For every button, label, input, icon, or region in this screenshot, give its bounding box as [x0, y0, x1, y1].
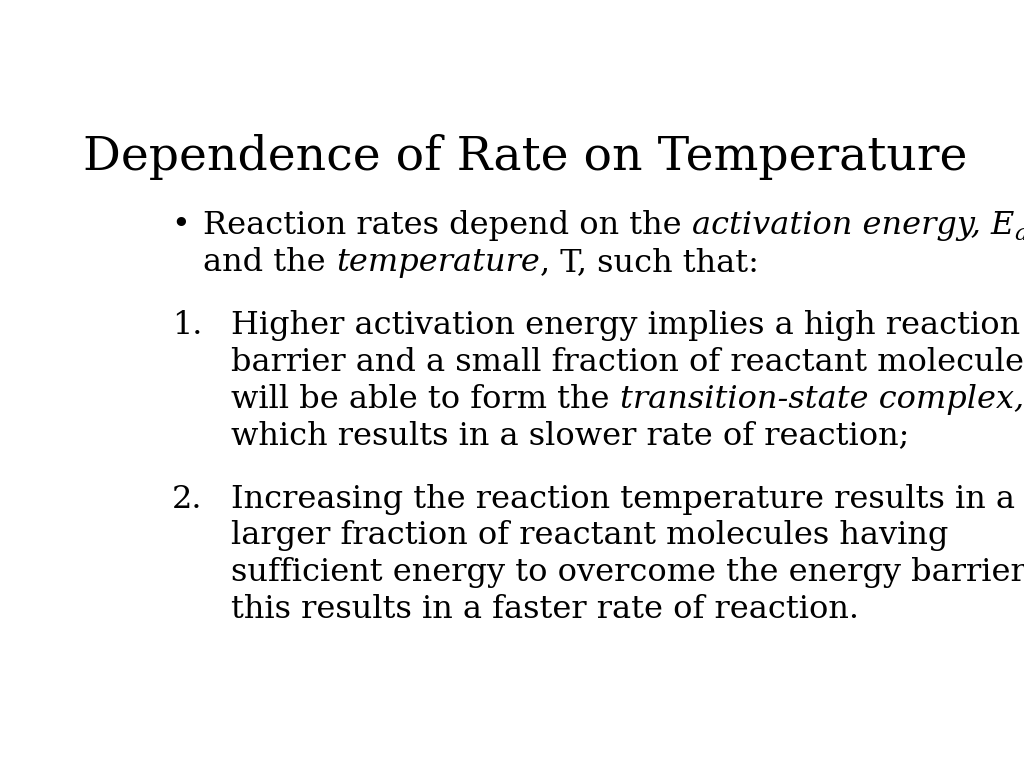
Text: Dependence of Rate on Temperature: Dependence of Rate on Temperature: [83, 134, 967, 180]
Text: a: a: [1015, 223, 1024, 246]
Text: barrier and a small fraction of reactant molecules: barrier and a small fraction of reactant…: [231, 347, 1024, 378]
Text: Higher activation energy implies a high reaction: Higher activation energy implies a high …: [231, 310, 1020, 341]
Text: this results in a faster rate of reaction.: this results in a faster rate of reactio…: [231, 594, 859, 624]
Text: which results in a slower rate of reaction;: which results in a slower rate of reacti…: [231, 420, 909, 452]
Text: will be able to form the: will be able to form the: [231, 384, 620, 415]
Text: and the: and the: [204, 247, 336, 278]
Text: activation energy, E: activation energy, E: [692, 210, 1015, 241]
Text: sufficient energy to overcome the energy barrier;: sufficient energy to overcome the energy…: [231, 557, 1024, 588]
Text: 2.: 2.: [172, 484, 202, 515]
Text: temperature: temperature: [336, 247, 540, 278]
Text: larger fraction of reactant molecules having: larger fraction of reactant molecules ha…: [231, 520, 948, 551]
Text: Increasing the reaction temperature results in a: Increasing the reaction temperature resu…: [231, 484, 1015, 515]
Text: 1.: 1.: [172, 310, 202, 341]
Text: transition-state complex,: transition-state complex,: [620, 384, 1024, 415]
Text: •: •: [172, 210, 190, 241]
Text: Reaction rates depend on the: Reaction rates depend on the: [204, 210, 692, 241]
Text: , T, such that:: , T, such that:: [540, 247, 759, 278]
